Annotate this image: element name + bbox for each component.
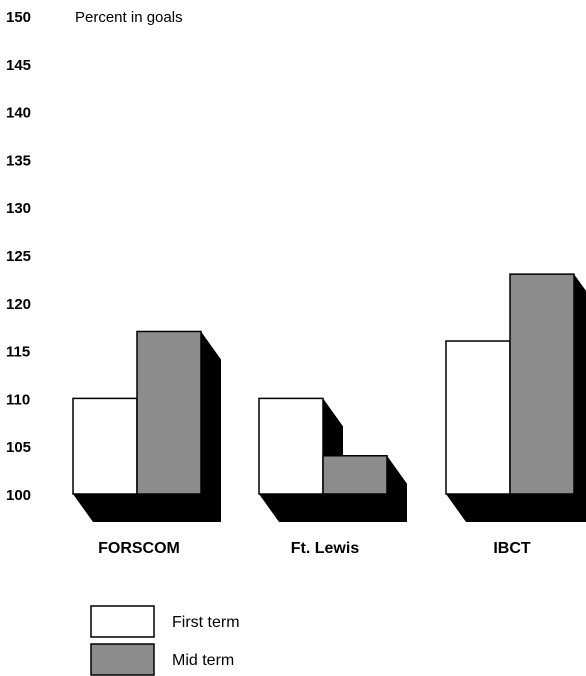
legend: First term Mid term <box>90 605 240 676</box>
legend-label: First term <box>172 614 240 631</box>
y-tick-label: 145 <box>6 57 31 74</box>
y-axis: 100 105 110 115 120 125 130 135 140 145 150 <box>6 9 31 504</box>
bar-first-term <box>72 397 138 495</box>
x-tick-label: FORSCOM <box>98 540 180 557</box>
bar-mid-term <box>136 330 202 495</box>
y-tick-label: 100 <box>6 487 31 504</box>
x-tick-label: IBCT <box>493 540 531 557</box>
bar-shadow-3 <box>446 274 586 522</box>
bar-mid-term <box>509 273 575 495</box>
legend-label: Mid term <box>172 652 234 669</box>
y-tick-label: 105 <box>6 439 31 456</box>
y-tick-label: 115 <box>6 344 30 361</box>
x-axis: FORSCOM Ft. Lewis IBCT <box>98 540 531 557</box>
y-tick-label: 135 <box>6 152 31 169</box>
y-tick-label: 150 <box>6 9 31 26</box>
legend-swatch <box>90 605 155 638</box>
legend-swatch <box>90 643 155 676</box>
y-tick-label: 125 <box>6 248 31 265</box>
x-tick-label: Ft. Lewis <box>291 540 360 557</box>
bar-first-term <box>258 397 324 495</box>
y-tick-label: 120 <box>6 296 31 313</box>
y-tick-label: 130 <box>6 200 31 217</box>
bar-shadow-1 <box>73 331 221 522</box>
y-axis-label: Percent in goals <box>75 9 183 26</box>
bars <box>72 273 575 495</box>
bar-mid-term <box>322 455 388 495</box>
bar-first-term <box>445 340 511 495</box>
y-tick-label: 140 <box>6 105 31 122</box>
y-tick-label: 110 <box>6 391 30 408</box>
